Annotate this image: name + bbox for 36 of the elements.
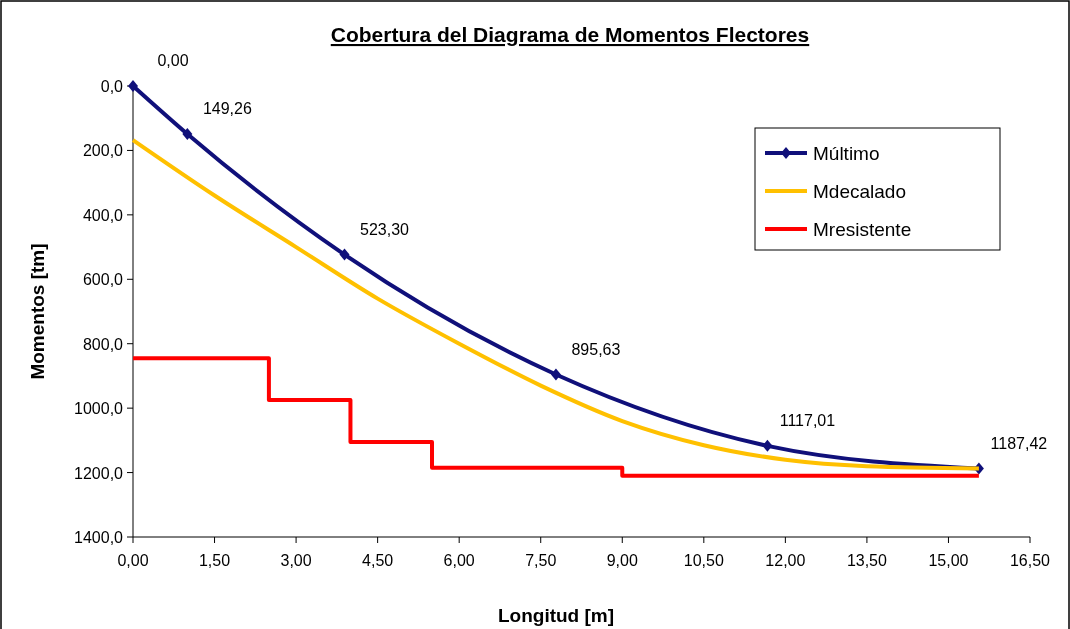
chart-title: Cobertura del Diagrama de Momentos Flectores <box>330 23 810 46</box>
x-tick-label: 6,00 <box>443 552 475 569</box>
y-tick-label: 1400,0 <box>74 529 124 546</box>
x-tick-label: 7,50 <box>525 552 557 569</box>
point <box>339 248 350 261</box>
y-tick-label: 600,0 <box>82 271 124 289</box>
y-tick-label: 0,0 <box>100 78 124 95</box>
data-label: 895,63 <box>571 340 621 358</box>
y-tick-label: 800,0 <box>82 335 124 353</box>
legend-label: Múltimo <box>813 143 880 164</box>
x-tick-label: 3,00 <box>280 552 312 569</box>
data-label: 523,30 <box>360 220 410 238</box>
data-label: 149,26 <box>202 100 252 118</box>
x-tick-label: 0,00 <box>117 552 149 569</box>
x-tick-label: 16,50 <box>1009 552 1051 569</box>
point <box>762 439 773 452</box>
x-tick-label: 4,50 <box>362 552 394 569</box>
legend-label: Mdecalado <box>813 181 906 202</box>
data-label: 1187,42 <box>990 434 1048 452</box>
y-tick-label: 1200,0 <box>74 464 124 482</box>
x-tick-label: 13,50 <box>846 552 888 569</box>
point <box>182 128 193 141</box>
x-tick-label: 1,50 <box>198 552 231 569</box>
point <box>550 368 561 381</box>
x-tick-label: 12,00 <box>765 552 806 569</box>
y-tick-label: 200,0 <box>82 142 124 160</box>
y-axis-title: Momentos [tm] <box>27 243 48 380</box>
data-label: 0,00 <box>157 52 189 69</box>
x-axis-title: Longitud [m] <box>497 605 615 626</box>
x-tick-label: 15,00 <box>928 552 969 569</box>
x-tick-label: 10,50 <box>683 552 724 569</box>
y-tick-label: 1000,0 <box>74 400 124 418</box>
x-tick-label: 9,00 <box>606 552 638 569</box>
y-tick-label: 400,0 <box>82 206 124 224</box>
legend-label: Mresistente <box>813 219 912 240</box>
data-label: 1117,01 <box>779 411 836 429</box>
